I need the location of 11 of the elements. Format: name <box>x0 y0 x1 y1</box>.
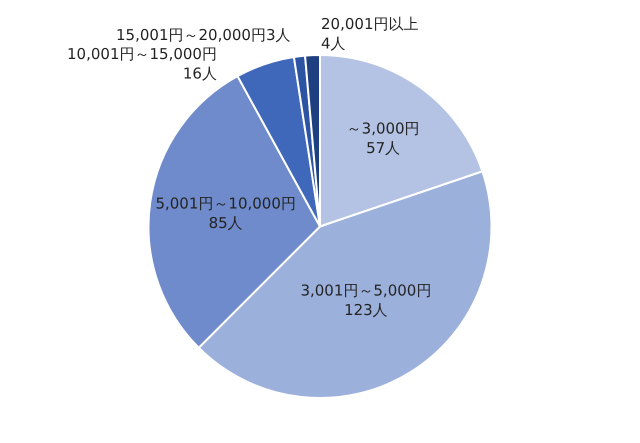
data-label: 57人 <box>366 139 400 158</box>
data-label: 16人 <box>182 64 217 82</box>
data-label: 123人 <box>344 301 388 320</box>
slice-label: 15,001円～20,000円3人 <box>116 26 291 44</box>
slice-label: 3,001円～5,000円 <box>300 282 432 300</box>
slice-label: ～3,000円 <box>346 120 420 138</box>
slice-label: 5,001円～10,000円 <box>155 194 296 212</box>
slice-label: 20,001円以上 <box>321 15 418 33</box>
data-label: 85人 <box>208 214 243 232</box>
data-label: 4人 <box>321 34 346 52</box>
slice-label: 10,001円～15,000円 <box>67 45 217 63</box>
